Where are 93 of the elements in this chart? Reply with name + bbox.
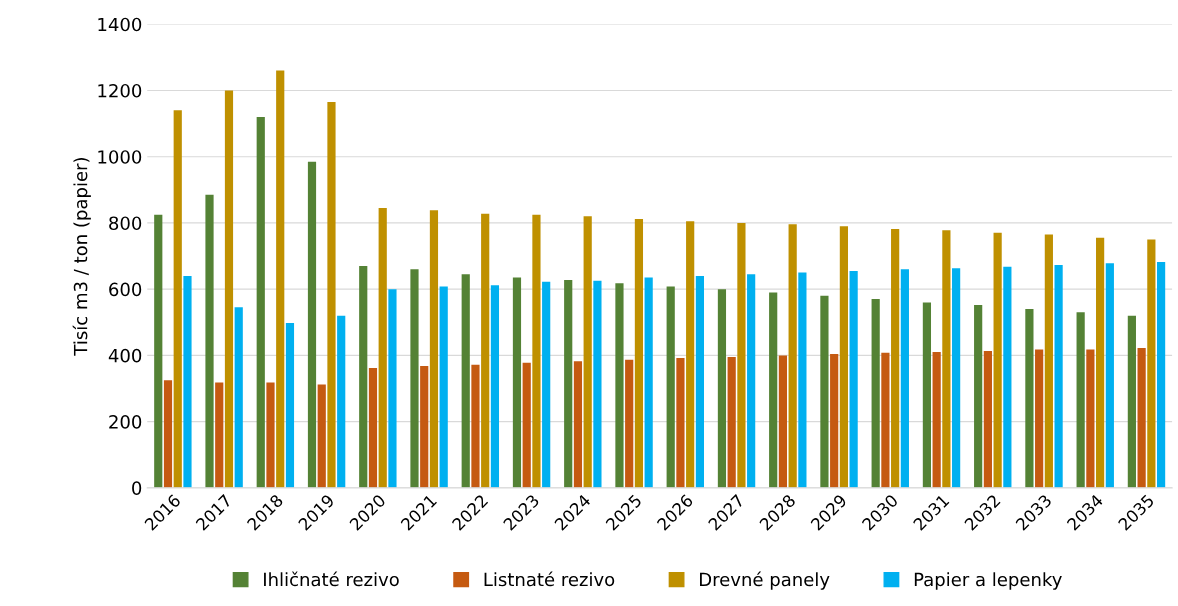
y-tick-label: 400 bbox=[108, 348, 142, 363]
bar bbox=[388, 289, 397, 488]
bar bbox=[1156, 262, 1166, 488]
bar bbox=[573, 361, 583, 488]
bar bbox=[952, 268, 961, 488]
bar bbox=[420, 365, 429, 488]
y-tick-label: 1400 bbox=[98, 17, 142, 32]
y-tick-label: 0 bbox=[132, 481, 142, 495]
bar bbox=[871, 299, 880, 488]
legend-label: Listnaté rezivo bbox=[484, 571, 615, 587]
bar bbox=[695, 275, 705, 488]
bar bbox=[1096, 237, 1105, 488]
legend-label: Drevné panely bbox=[700, 571, 830, 590]
bar bbox=[666, 286, 675, 488]
bar bbox=[778, 355, 788, 488]
bar bbox=[717, 289, 727, 488]
bar bbox=[1086, 349, 1095, 488]
bar bbox=[727, 357, 736, 488]
bar bbox=[922, 302, 932, 488]
bar bbox=[737, 222, 746, 488]
bar bbox=[788, 224, 797, 488]
bar bbox=[881, 352, 890, 488]
bar bbox=[615, 283, 624, 488]
bar bbox=[839, 226, 848, 488]
y-tick-label: 1200 bbox=[98, 83, 142, 98]
bar bbox=[993, 232, 1002, 488]
bar bbox=[266, 382, 275, 488]
bar bbox=[532, 214, 541, 488]
bar bbox=[378, 208, 387, 488]
bar bbox=[676, 358, 685, 488]
bar bbox=[644, 277, 653, 488]
bar bbox=[276, 70, 285, 488]
bar bbox=[337, 315, 346, 488]
bar bbox=[183, 275, 192, 488]
bar bbox=[983, 351, 992, 488]
bar bbox=[461, 274, 470, 488]
bar bbox=[625, 359, 634, 488]
bar bbox=[1105, 263, 1114, 488]
bar bbox=[173, 110, 182, 488]
legend-label: Ihličnaté rezivo bbox=[264, 571, 399, 587]
bar bbox=[1147, 239, 1156, 488]
legend-label: Papier a lepenky bbox=[914, 572, 1062, 590]
bar bbox=[490, 285, 500, 488]
bar bbox=[317, 384, 326, 488]
bar bbox=[849, 270, 858, 488]
bar bbox=[542, 281, 551, 488]
bar bbox=[522, 362, 531, 488]
bar bbox=[820, 295, 829, 488]
y-tick-label: 200 bbox=[109, 415, 142, 429]
bar bbox=[285, 322, 295, 488]
bar bbox=[593, 280, 602, 488]
bar bbox=[224, 90, 234, 488]
bar bbox=[830, 354, 839, 488]
y-axis-title: Tisíc m3 / ton (papier) bbox=[72, 158, 91, 356]
bar bbox=[974, 305, 983, 488]
bar bbox=[512, 277, 522, 488]
y-tick-label: 800 bbox=[109, 216, 142, 231]
bar bbox=[583, 216, 592, 488]
bar bbox=[205, 194, 214, 488]
bar bbox=[769, 292, 778, 488]
bar bbox=[410, 269, 419, 488]
bar bbox=[1076, 312, 1085, 488]
bar bbox=[234, 307, 243, 488]
bar bbox=[327, 102, 336, 488]
bar bbox=[471, 364, 480, 488]
bar bbox=[359, 265, 368, 488]
bar bbox=[1025, 309, 1034, 488]
bar bbox=[307, 161, 317, 488]
bar bbox=[154, 214, 163, 488]
bar bbox=[256, 116, 265, 488]
bar bbox=[1137, 348, 1146, 488]
y-tick-label: 600 bbox=[109, 282, 142, 297]
bar bbox=[942, 230, 951, 488]
bar bbox=[686, 221, 695, 488]
bar bbox=[1035, 349, 1044, 488]
bar bbox=[634, 218, 644, 488]
bar bbox=[891, 228, 900, 488]
bar bbox=[1044, 234, 1053, 488]
bar bbox=[1054, 264, 1063, 488]
bar bbox=[439, 286, 448, 488]
bar bbox=[1003, 266, 1012, 488]
y-tick-label: 1000 bbox=[98, 150, 142, 164]
bar bbox=[900, 269, 909, 488]
bar bbox=[215, 382, 224, 488]
bar bbox=[481, 213, 490, 488]
bar bbox=[429, 210, 439, 488]
bar bbox=[564, 279, 573, 488]
bar bbox=[163, 380, 173, 488]
bar bbox=[932, 352, 941, 488]
bar bbox=[798, 272, 807, 488]
bar bbox=[368, 367, 378, 488]
bar bbox=[747, 274, 756, 488]
bar bbox=[1127, 315, 1136, 488]
